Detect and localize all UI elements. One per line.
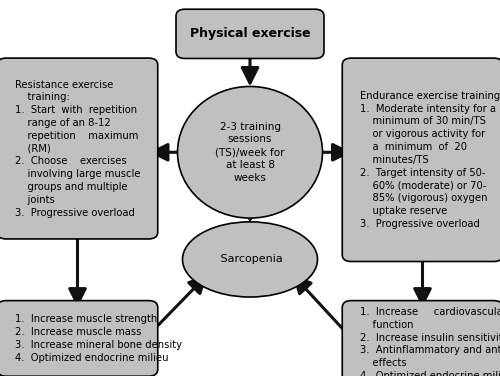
Text: 2-3 training
sessions
(TS)/week for
at least 8
weeks: 2-3 training sessions (TS)/week for at l…	[215, 122, 285, 183]
FancyBboxPatch shape	[0, 301, 158, 376]
FancyBboxPatch shape	[176, 9, 324, 58]
Text: Physical exercise: Physical exercise	[190, 27, 310, 40]
Text: 1.  Increase     cardiovascular
    function
2.  Increase insulin sensitivity
3.: 1. Increase cardiovascular function 2. I…	[360, 307, 500, 376]
FancyBboxPatch shape	[342, 301, 500, 376]
Text: Resistance exercise
    training:
1.  Start  with  repetition
    range of an 8-: Resistance exercise training: 1. Start w…	[16, 79, 141, 218]
Text: Endurance exercise training:
1.  Moderate intensity for a
    minimum of 30 min/: Endurance exercise training: 1. Moderate…	[360, 91, 500, 229]
FancyBboxPatch shape	[0, 58, 158, 239]
Text: Sarcopenia: Sarcopenia	[217, 255, 283, 264]
Ellipse shape	[182, 222, 318, 297]
Text: 1.  Increase muscle strength
2.  Increase muscle mass
3.  Increase mineral bone : 1. Increase muscle strength 2. Increase …	[16, 314, 182, 362]
Ellipse shape	[178, 86, 322, 218]
FancyBboxPatch shape	[342, 58, 500, 262]
